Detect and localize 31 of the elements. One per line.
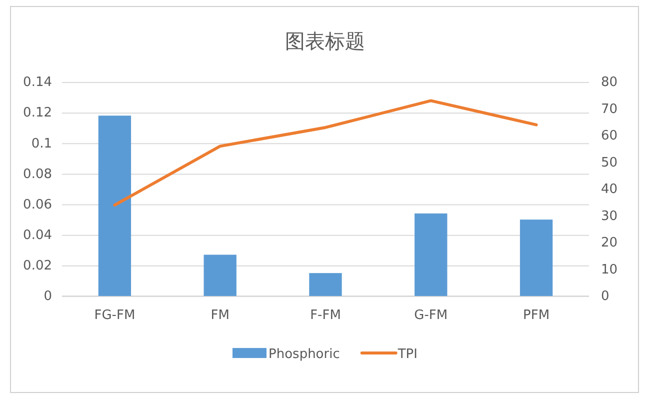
x-tick-label: G-FM	[414, 308, 448, 324]
y-tick-label: 0.02	[23, 258, 52, 274]
y2-tick-label: 80	[601, 75, 618, 90]
y-tick-label: 0.1	[31, 136, 52, 152]
y2-tick-label: 0	[601, 289, 610, 304]
y2-tick-label: 10	[601, 262, 618, 278]
x-tick-label: FM	[210, 308, 230, 324]
y2-tick-label: 40	[601, 182, 618, 198]
y2-tick-label: 60	[601, 128, 618, 144]
line-series	[113, 99, 538, 207]
y-tick-label: 0.14	[23, 75, 52, 90]
y2-tick-label: 70	[601, 102, 618, 117]
legend-label: Phosphoric	[268, 347, 340, 362]
y2-tick-label: 20	[601, 236, 618, 251]
y-tick-label: 0.12	[23, 106, 52, 121]
bar	[98, 116, 132, 296]
legend-label: TPI	[396, 347, 418, 362]
y-tick-label: 0.06	[23, 197, 52, 212]
y2-tick-label: 50	[601, 155, 618, 170]
bar	[204, 254, 236, 296]
bar	[309, 273, 342, 296]
y-tick-label: 0.08	[23, 166, 52, 182]
chart-title: 图表标题	[285, 29, 365, 53]
bar	[414, 213, 448, 296]
x-tick-label: FG-FM	[94, 308, 136, 324]
x-tick-label: F-FM	[310, 308, 341, 324]
y2-tick-label: 30	[601, 208, 618, 224]
bar	[520, 220, 553, 296]
y-tick-label: 0.04	[23, 228, 52, 244]
y-tick-label: 0	[44, 289, 52, 304]
x-tick-label: PFM	[523, 308, 550, 324]
